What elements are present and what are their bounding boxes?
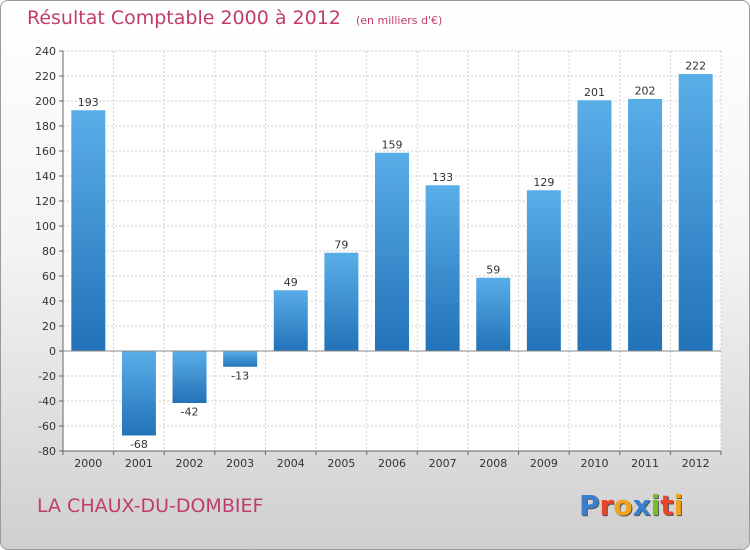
y-tick-label: -40: [38, 395, 56, 408]
y-tick-label: 140: [35, 170, 56, 183]
bar-2008: [475, 276, 512, 352]
chart-subtitle: (en milliers d'€): [355, 14, 443, 27]
logo-letter: r: [599, 489, 614, 522]
y-tick-label: 120: [35, 195, 56, 208]
bar-2001: [120, 350, 157, 437]
data-label: 129: [533, 176, 554, 189]
x-tick-label: 2003: [226, 457, 254, 470]
data-label: 133: [432, 171, 453, 184]
bars: 193 -68 -42 -13 49 79 159 133 59 129 201 202 222: [70, 60, 714, 451]
x-tick-label: 2008: [479, 457, 507, 470]
x-tick-label: 2010: [580, 457, 608, 470]
x-tick-label: 2007: [429, 457, 457, 470]
bar-2006: [374, 151, 410, 352]
y-tick-label: 160: [35, 145, 56, 158]
logo-letter: o: [613, 489, 633, 522]
logo-letter: i: [673, 489, 684, 522]
axes: -80-60-40-200204060801001201401601802002…: [35, 45, 722, 470]
data-label: 193: [78, 96, 99, 109]
y-tick-label: 80: [42, 245, 56, 258]
x-tick-label: 2004: [277, 457, 305, 470]
data-label: 202: [635, 85, 656, 98]
y-tick-label: 200: [35, 95, 56, 108]
x-tick-label: 2006: [378, 457, 406, 470]
y-tick-label: 20: [42, 320, 56, 333]
data-label: 201: [584, 86, 605, 99]
commune-name: LA CHAUX-DU-DOMBIEF: [37, 495, 264, 517]
bar-2003: [222, 350, 259, 368]
bar-2005: [323, 251, 360, 352]
bar-2002: [171, 350, 208, 404]
title-row: Résultat Comptable 2000 à 2012 (en milli…: [27, 7, 442, 29]
y-tick-label: 220: [35, 70, 56, 83]
bar-2009: [525, 189, 562, 352]
data-label: 59: [486, 263, 500, 276]
y-tick-label: -80: [38, 445, 56, 458]
data-label: -13: [231, 369, 249, 382]
y-tick-label: -20: [38, 370, 56, 383]
logo-letter: P: [579, 489, 600, 522]
chart-title: Résultat Comptable 2000 à 2012: [27, 7, 341, 29]
y-tick-label: 60: [42, 270, 56, 283]
data-label: 49: [284, 276, 298, 289]
bar-2007: [424, 184, 461, 352]
bar-2004: [272, 289, 309, 352]
y-tick-label: 0: [49, 345, 56, 358]
bar-2010: [576, 99, 613, 352]
logo-letter: i: [650, 489, 661, 522]
y-tick-label: 100: [35, 220, 56, 233]
x-tick-label: 2012: [682, 457, 710, 470]
y-tick-label: -60: [38, 420, 56, 433]
x-tick-label: 2011: [631, 457, 659, 470]
data-label: 159: [382, 138, 403, 151]
data-label: -42: [181, 406, 199, 419]
data-label: 79: [334, 238, 348, 251]
y-tick-label: 240: [35, 45, 56, 58]
logo-letter: x: [632, 489, 651, 522]
data-label: -68: [130, 438, 148, 451]
data-label: 222: [685, 60, 706, 73]
bar-2011: [627, 98, 664, 352]
x-tick-label: 2002: [176, 457, 204, 470]
bar-2000: [70, 109, 107, 352]
x-tick-label: 2001: [125, 457, 153, 470]
bar-2012: [677, 73, 714, 352]
y-tick-label: 180: [35, 120, 56, 133]
proxiti-logo: Proxiti: [579, 489, 683, 522]
logo-letter: t: [660, 489, 674, 522]
y-tick-label: 40: [42, 295, 56, 308]
x-tick-label: 2000: [74, 457, 102, 470]
x-tick-label: 2005: [327, 457, 355, 470]
x-tick-label: 2009: [530, 457, 558, 470]
